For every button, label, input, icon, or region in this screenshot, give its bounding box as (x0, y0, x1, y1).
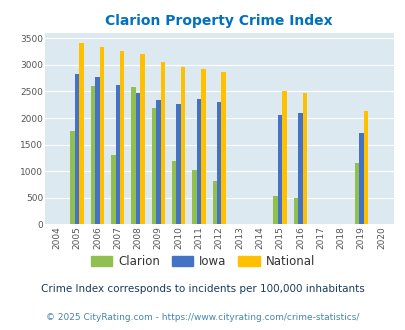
Bar (216, 102, 221, 224)
Bar (221, 72, 225, 224)
Bar (192, 170, 196, 224)
Bar (115, 85, 120, 224)
Bar (75, 74, 79, 224)
Bar (302, 92, 307, 224)
Bar (196, 99, 201, 224)
Text: Crime Index corresponds to incidents per 100,000 inhabitants: Crime Index corresponds to incidents per… (41, 284, 364, 294)
Bar (135, 93, 140, 224)
Bar (212, 182, 216, 224)
Bar (354, 163, 358, 224)
Bar (91, 86, 95, 224)
Bar (111, 155, 115, 224)
Legend: Clarion, Iowa, National: Clarion, Iowa, National (86, 250, 319, 273)
Bar (273, 196, 277, 224)
Bar (160, 62, 164, 224)
Bar (70, 131, 75, 224)
Bar (277, 115, 282, 224)
Bar (282, 91, 286, 224)
Text: © 2025 CityRating.com - https://www.cityrating.com/crime-statistics/: © 2025 CityRating.com - https://www.city… (46, 313, 359, 322)
Bar (200, 69, 205, 224)
Bar (156, 100, 160, 224)
Bar (293, 198, 297, 224)
Bar (151, 109, 156, 224)
Bar (120, 50, 124, 224)
Bar (95, 77, 100, 224)
Title: Clarion Property Crime Index: Clarion Property Crime Index (105, 14, 332, 28)
Bar (298, 113, 302, 224)
Bar (358, 134, 363, 224)
Bar (176, 104, 181, 224)
Bar (181, 67, 185, 224)
Bar (100, 47, 104, 224)
Bar (140, 54, 144, 224)
Bar (172, 161, 176, 224)
Bar (363, 111, 367, 224)
Bar (131, 87, 135, 224)
Bar (79, 43, 83, 224)
